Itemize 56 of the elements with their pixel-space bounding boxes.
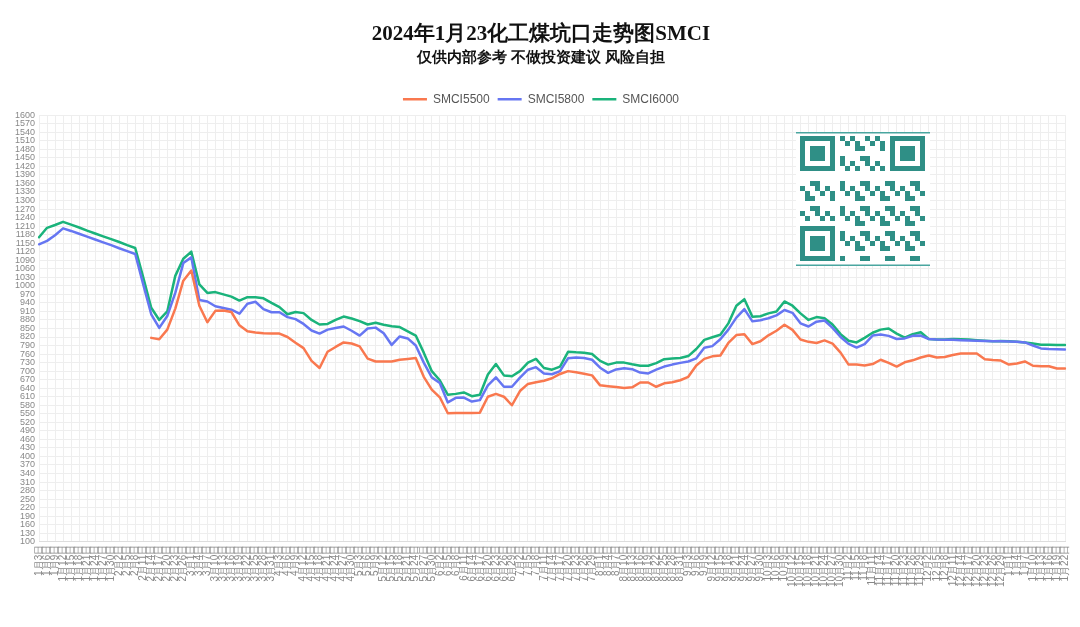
y-tick-label: 1510 [14,135,36,146]
y-tick-label: 1090 [14,254,36,265]
y-tick-label: 1480 [14,143,36,154]
y-tick-label: 1360 [14,177,36,188]
y-tick-label: 460 [19,433,36,444]
y-tick-label: 1150 [15,237,36,248]
y-tick-label: 1060 [14,263,36,274]
y-tick-label: 1570 [14,118,36,129]
y-tick-label: 550 [19,408,36,419]
y-tick-label: 400 [19,450,36,461]
y-tick-label: 1330 [14,186,36,197]
y-tick-label: 1300 [14,195,36,205]
chart-subtitle: 仅供内部参考 不做投资建议 风险自担 [416,48,665,66]
y-tick-label: 490 [19,425,36,436]
legend-label: SMCI5500 [432,91,490,106]
y-tick-label: 580 [19,399,36,410]
y-tick-label: 1390 [14,169,36,180]
chart-title: 2024年1月23化工煤坑口走势图SMCI [371,21,711,46]
y-tick-label: 1420 [14,160,36,171]
y-tick-label: 280 [19,485,36,496]
y-tick-label: 820 [19,331,36,342]
y-tick-label: 700 [19,365,36,376]
y-tick-label: 970 [19,288,36,299]
y-tick-label: 100 [19,536,36,547]
y-tick-label: 880 [19,314,36,325]
y-tick-label: 370 [19,459,36,470]
y-tick-label: 520 [19,416,36,427]
y-tick-label: 940 [19,297,36,308]
y-tick-label: 1030 [14,271,36,282]
y-tick-label: 130 [19,527,36,538]
y-tick-label: 1000 [14,280,36,291]
y-tick-label: 1120 [15,246,36,257]
y-tick-label: 850 [19,322,36,333]
y-tick-label: 610 [19,391,36,402]
y-tick-label: 190 [19,510,36,521]
y-tick-label: 430 [19,442,36,453]
y-tick-label: 220 [19,502,36,513]
y-tick-label: 1540 [14,126,36,137]
y-tick-label: 760 [19,348,36,359]
y-tick-label: 730 [19,357,36,368]
y-tick-label: 250 [19,493,36,504]
y-tick-label: 310 [19,476,36,487]
y-tick-label: 1270 [14,203,36,214]
y-tick-label: 1600 [14,109,36,120]
y-tick-label: 670 [19,374,36,385]
y-tick-label: 910 [19,305,36,316]
y-tick-label: 1240 [14,212,36,223]
legend-label: SMCI5800 [527,91,585,106]
y-tick-label: 640 [19,382,36,393]
y-tick-label: 160 [19,519,36,530]
legend-label: SMCI6000 [622,91,680,106]
y-tick-label: 340 [19,467,36,478]
y-tick-label: 1450 [14,152,36,163]
y-tick-label: 1210 [14,220,36,231]
y-tick-label: 790 [19,340,36,351]
y-tick-label: 1180 [15,229,36,240]
